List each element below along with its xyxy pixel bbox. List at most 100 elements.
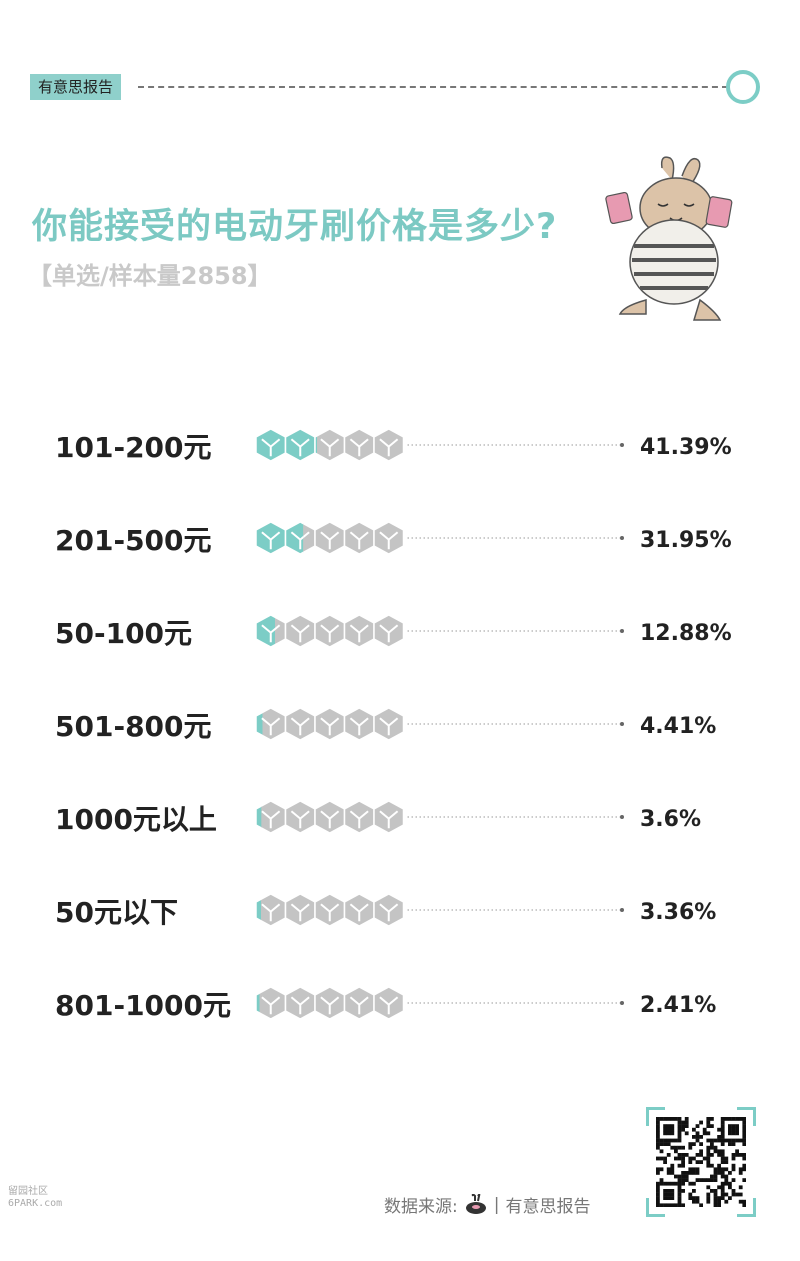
value-label: 3.36% <box>640 900 716 925</box>
chart-row: 50-100元 12.88% <box>55 614 732 650</box>
cube-edge <box>290 996 310 1015</box>
block-track <box>255 893 405 927</box>
source-label: 数据来源: <box>384 1197 458 1217</box>
cube-edge <box>349 624 369 643</box>
cube-edge <box>320 810 340 829</box>
block-track <box>255 707 405 741</box>
cube-block <box>256 521 287 555</box>
block-track <box>255 986 405 1020</box>
block-fill <box>256 992 260 1014</box>
watermark-line: 6PARK.com <box>8 1198 63 1209</box>
chart-title: 你能接受的电动牙刷价格是多少? <box>32 207 558 247</box>
cube-edge <box>290 717 310 736</box>
cube-block <box>284 521 304 555</box>
data-source: 数据来源: | 有意思报告 <box>384 1192 590 1217</box>
chart-row: 501-800元 4.41% <box>55 707 716 743</box>
leader-dot <box>620 908 624 912</box>
block-track <box>255 614 405 648</box>
cube-block <box>373 428 405 462</box>
cube-edge <box>290 624 310 643</box>
cube-edge <box>379 531 399 550</box>
leader-dot <box>620 1001 624 1005</box>
cube-edge <box>349 903 369 922</box>
cube-block <box>256 898 261 922</box>
cube-edge <box>379 624 399 643</box>
value-label: 41.39% <box>640 435 732 460</box>
cube-block <box>256 992 260 1014</box>
header-dashed-line <box>138 86 728 88</box>
source-separator: | <box>493 1194 500 1215</box>
cube-block <box>284 428 316 462</box>
value-label: 2.41% <box>640 993 716 1018</box>
cube-block <box>373 707 405 741</box>
cube-edge <box>261 903 281 922</box>
cube-block <box>256 711 263 737</box>
source-name: 有意思报告 <box>505 1197 591 1217</box>
cube-block <box>373 893 405 927</box>
cube-edge <box>320 438 340 457</box>
leader-dot <box>620 629 624 633</box>
header-circle-icon <box>726 70 760 104</box>
category-label: 101-200元 <box>55 431 212 464</box>
cube-edge <box>349 996 369 1015</box>
cube-block <box>314 521 346 555</box>
cube-block <box>373 614 405 648</box>
cube-edge <box>320 996 340 1015</box>
cube-edge <box>349 810 369 829</box>
category-label: 201-500元 <box>55 524 212 557</box>
category-label: 50-100元 <box>55 617 192 650</box>
cube-edge <box>290 438 310 457</box>
cube-edge <box>349 717 369 736</box>
leader-dot <box>620 536 624 540</box>
cube-edge <box>290 531 304 550</box>
cube-edge <box>379 903 399 922</box>
cube-edge <box>290 903 310 922</box>
cube-block <box>314 614 346 648</box>
value-label: 12.88% <box>640 621 732 646</box>
block-fill <box>256 898 261 922</box>
cube-block <box>343 521 375 555</box>
cube-edge <box>320 717 340 736</box>
cube-edge <box>379 438 399 457</box>
cube-block <box>373 986 405 1020</box>
cube-edge <box>261 717 281 736</box>
cube-block <box>256 428 287 462</box>
price-chart: 101-200元 41.39% 201-500元 31.95% 50-100元 12.88… <box>55 428 732 1022</box>
cube-edge <box>349 531 369 550</box>
rabbit-mascot-illustration <box>605 156 733 321</box>
cube-edge <box>261 810 281 829</box>
category-label: 1000元以上 <box>55 803 217 836</box>
qr-code-pattern <box>656 1117 746 1207</box>
leader-dot <box>620 722 624 726</box>
block-fill <box>256 805 262 829</box>
value-label: 4.41% <box>640 714 716 739</box>
block-fill <box>256 521 304 555</box>
chart-row: 201-500元 31.95% <box>55 521 732 557</box>
chart-row: 801-1000元 2.41% <box>55 986 716 1022</box>
value-label: 3.6% <box>640 807 701 832</box>
watermark: 留园社区 6PARK.com <box>8 1186 62 1210</box>
leader-dot <box>620 815 624 819</box>
chart-row: 50元以下 3.36% <box>55 893 716 929</box>
qr-corner-mark <box>646 1198 665 1217</box>
block-fill <box>256 711 263 737</box>
cube-block <box>373 521 405 555</box>
leader-dot <box>620 443 624 447</box>
cube-edge <box>261 531 281 550</box>
category-label: 801-1000元 <box>55 989 231 1022</box>
cube-edge <box>379 717 399 736</box>
cube-block <box>314 435 318 455</box>
cube-edge <box>261 438 281 457</box>
qr-corner-mark <box>737 1107 756 1126</box>
cube-block <box>343 614 375 648</box>
qr-corner-mark <box>646 1107 665 1126</box>
block-fill <box>256 614 275 648</box>
block-track <box>255 800 405 834</box>
cube-block <box>256 805 262 829</box>
qr-code[interactable] <box>646 1107 756 1217</box>
chart-subtitle: 【单选/样本量2858】 <box>28 262 272 290</box>
brand-tag: 有意思报告 <box>30 74 122 100</box>
cube-block <box>314 428 346 462</box>
cube-edge <box>349 438 369 457</box>
cube-block <box>343 428 375 462</box>
